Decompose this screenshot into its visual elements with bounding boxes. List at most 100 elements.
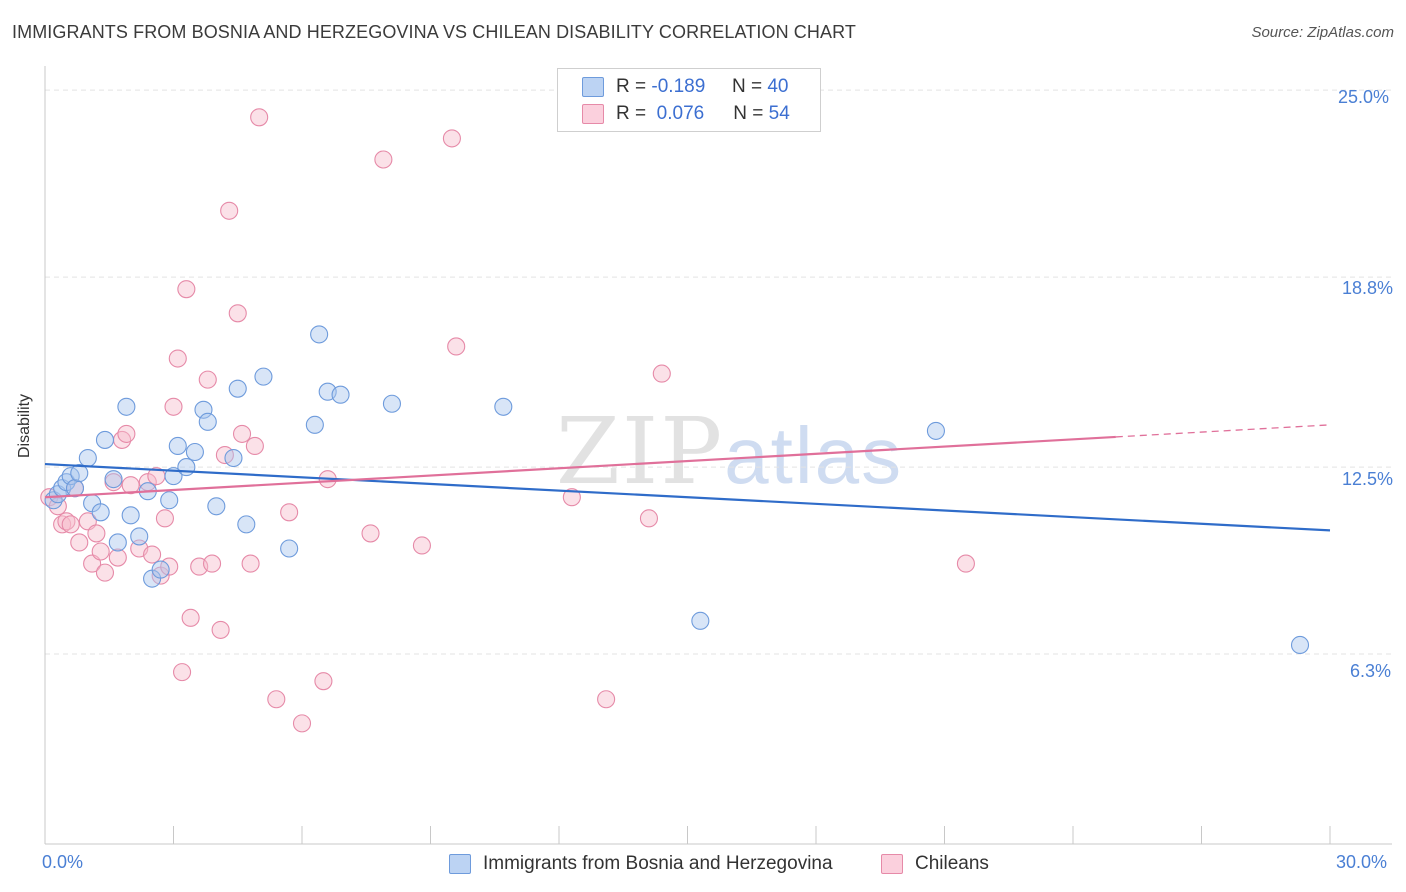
legend-row-chileans: R = 0.076 N = 54 (582, 101, 790, 127)
chileans-point (61, 515, 80, 534)
watermark: ZIPatlas (556, 398, 903, 505)
chileans-trend-extension (1115, 424, 1331, 438)
bosnia-point (104, 470, 123, 489)
chileans-point (173, 663, 192, 682)
bosnia-point (121, 506, 140, 525)
x-tick-label-max: 30.0% (1336, 852, 1388, 872)
chileans-point (639, 509, 659, 528)
legend-swatch-blue (449, 854, 471, 874)
chileans-point (181, 608, 200, 627)
bosnia-point (382, 394, 402, 413)
chileans-point (70, 533, 89, 552)
chileans-point (177, 280, 196, 299)
legend-row-bosnia: R = -0.189 N = 40 (582, 74, 788, 100)
bosnia-point (926, 421, 945, 440)
bosnia-point (228, 379, 247, 398)
legend-swatch-blue (582, 77, 604, 97)
source-label: Source: ZipAtlas.com (1251, 24, 1394, 41)
bosnia-point (331, 385, 350, 404)
chileans-point (597, 690, 616, 709)
chileans-point (87, 524, 106, 543)
legend-item-bosnia[interactable]: Immigrants from Bosnia and Herzegovina (449, 851, 833, 877)
chileans-point (652, 364, 671, 383)
watermark-atlas: atlas (724, 411, 904, 500)
bosnia-point (91, 503, 110, 522)
legend-label: Immigrants from Bosnia and Herzegovina (483, 853, 833, 874)
y-axis-label: Disability (16, 393, 33, 458)
chileans-point (292, 714, 312, 733)
bosnia-point (254, 367, 273, 386)
bosnia-point (151, 560, 170, 579)
chileans-point (412, 536, 431, 555)
bosnia-point (194, 400, 213, 419)
bosnia-point (130, 527, 149, 546)
watermark-zip: ZIP (556, 398, 725, 505)
chileans-point (232, 424, 252, 443)
y-tick-label: 18.8% (1342, 278, 1394, 298)
chileans-point (203, 554, 222, 573)
bosnia-point (160, 491, 179, 510)
bosnia-point (185, 442, 204, 462)
chileans-point (121, 476, 140, 495)
n-value: 54 (768, 103, 790, 124)
bosnia-point (224, 448, 243, 468)
chileans-point (442, 129, 461, 148)
legend-item-chileans[interactable]: Chileans (881, 851, 989, 877)
bosnia-point (117, 397, 136, 416)
r-value: -0.189 (651, 76, 706, 97)
bosnia-trend-line (44, 462, 1331, 532)
bosnia-point (280, 539, 299, 558)
chileans-point (91, 542, 110, 561)
bosnia-point (494, 397, 513, 416)
chileans-point (267, 690, 286, 709)
chileans-point (164, 397, 183, 416)
bosnia-point (305, 415, 324, 434)
chileans-point (245, 436, 264, 456)
bosnia-point (237, 515, 256, 534)
chileans-point (280, 503, 299, 522)
r-label: R = (616, 103, 647, 124)
chileans-point (155, 509, 174, 528)
chileans-point (220, 201, 239, 220)
n-label: N = (731, 76, 763, 97)
legend-label: Chileans (915, 853, 989, 874)
y-tick-label: 12.5% (1342, 469, 1394, 489)
chileans-point (562, 488, 581, 507)
chart-title: IMMIGRANTS FROM BOSNIA AND HERZEGOVINA V… (12, 22, 856, 42)
chileans-point (374, 150, 393, 169)
y-tick-label: 25.0% (1338, 87, 1390, 107)
chileans-point (241, 554, 260, 573)
bosnia-point (65, 479, 85, 498)
chileans-point (198, 370, 217, 389)
chileans-trend-line (44, 435, 1116, 499)
n-label: N = (733, 103, 764, 124)
chileans-point (117, 424, 136, 443)
chileans-point (108, 548, 127, 567)
y-tick-label: 6.3% (1350, 661, 1392, 681)
chileans-point (143, 545, 162, 564)
r-label: R = (616, 76, 647, 97)
x-tick-label-min: 0.0% (42, 852, 84, 872)
bosnia-point (168, 436, 187, 456)
chileans-point (361, 524, 380, 543)
legend-swatch-pink (582, 104, 604, 124)
bosnia-point (78, 448, 97, 468)
bosnia-point (1290, 635, 1310, 655)
bosnia-point (198, 412, 217, 431)
bosnia-point (310, 325, 329, 344)
bosnia-point (108, 533, 127, 552)
chileans-point (168, 349, 187, 368)
bosnia-point (70, 464, 89, 483)
chileans-point (211, 620, 230, 639)
chileans-point (250, 108, 269, 127)
chileans-point (314, 672, 333, 691)
chileans-point (447, 337, 466, 356)
chileans-point (956, 554, 975, 573)
bosnia-point (95, 430, 115, 449)
bosnia-point (691, 611, 710, 630)
r-value: 0.076 (656, 103, 705, 124)
legend-swatch-pink (881, 854, 903, 874)
correlation-legend: R = -0.189 N = 40 R = 0.076 N = 54 (557, 68, 821, 132)
bosnia-point (207, 497, 226, 516)
